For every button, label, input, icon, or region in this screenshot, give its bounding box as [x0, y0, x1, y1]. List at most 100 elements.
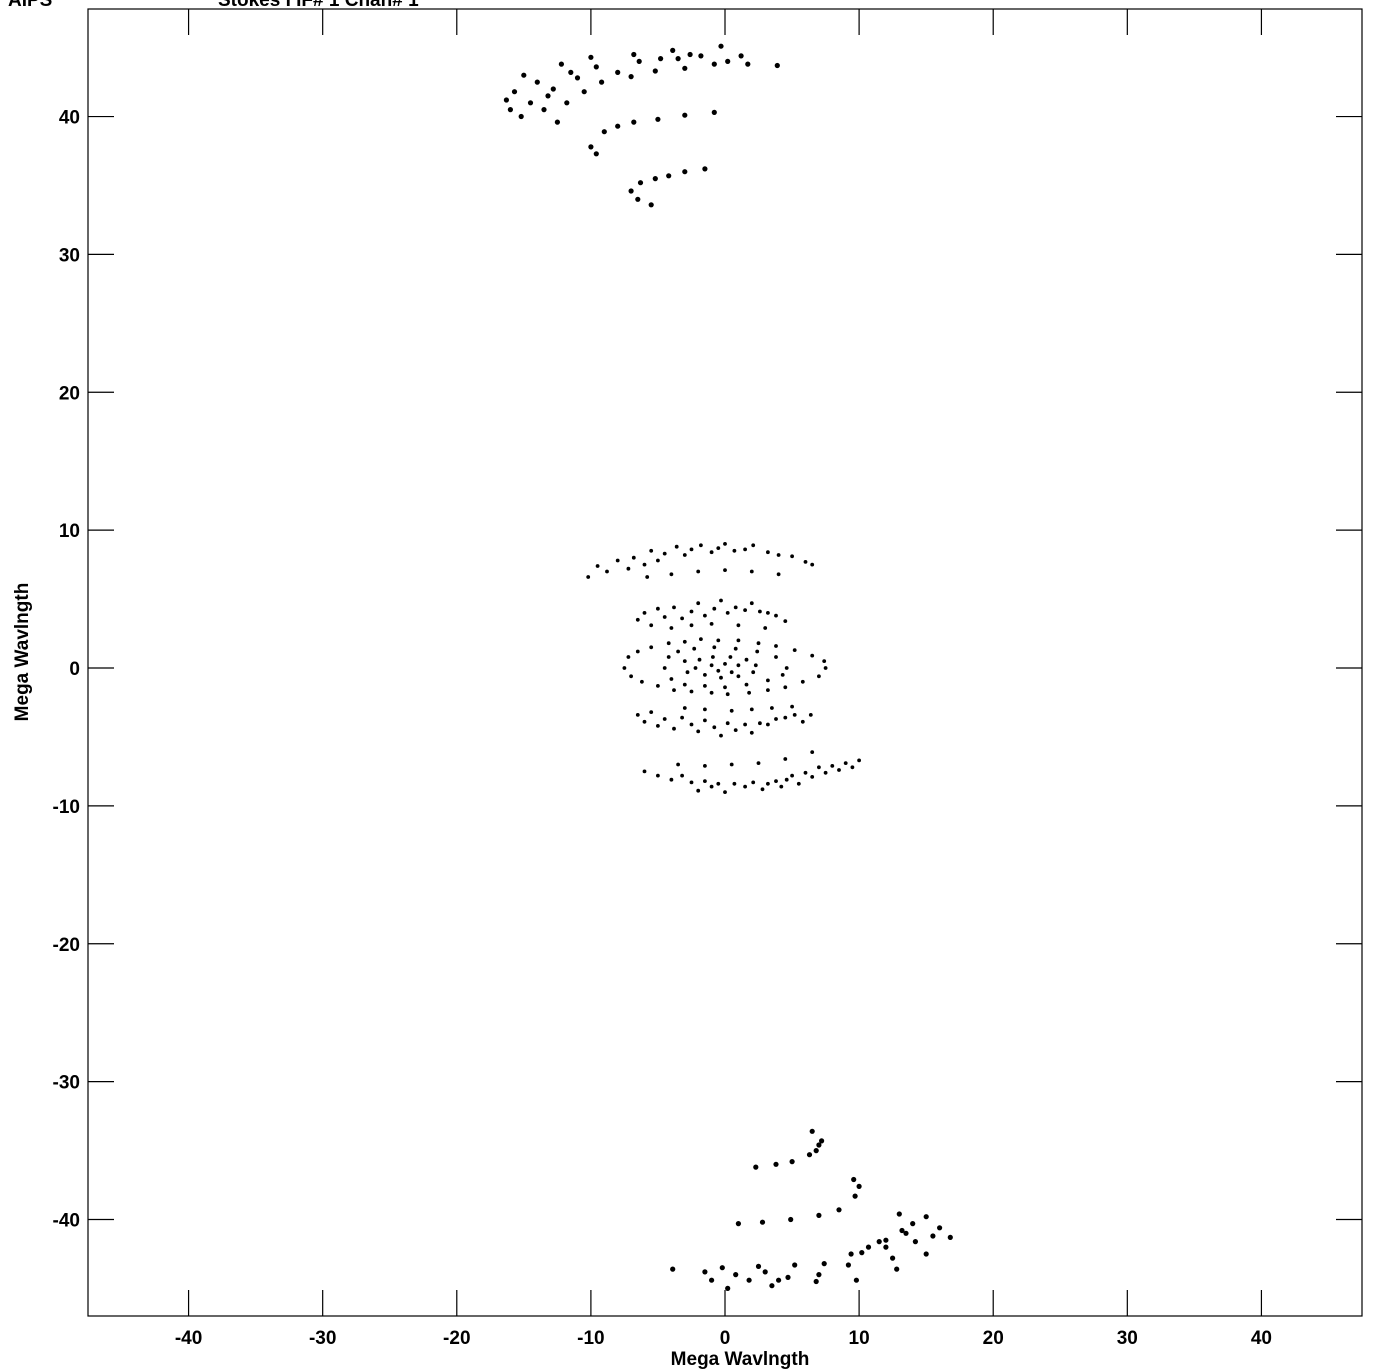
data-point-0-177	[703, 718, 707, 723]
data-point-0-156	[711, 655, 715, 659]
data-point-0-155	[703, 673, 707, 677]
data-point-0-13	[568, 69, 574, 75]
data-point-0-16	[588, 54, 594, 60]
data-point-0-281	[819, 1138, 825, 1144]
data-point-0-7	[541, 107, 547, 113]
data-point-0-53	[595, 564, 600, 568]
data-point-0-8	[545, 93, 551, 99]
data-point-0-149	[780, 673, 785, 677]
data-point-0-46	[637, 180, 644, 186]
data-point-0-178	[712, 725, 717, 730]
data-point-0-223	[843, 761, 848, 765]
data-point-0-119	[699, 637, 703, 641]
data-point-0-250	[853, 1277, 860, 1283]
data-point-0-257	[896, 1211, 902, 1217]
data-point-0-106	[736, 623, 741, 628]
data-point-0-220	[823, 770, 828, 775]
data-point-0-247	[821, 1261, 827, 1267]
data-point-0-24	[658, 56, 664, 62]
data-point-0-278	[789, 1159, 795, 1165]
data-point-0-274	[856, 1183, 862, 1189]
data-point-0-43	[711, 109, 717, 115]
data-point-0-40	[631, 119, 637, 125]
data-point-0-265	[910, 1221, 916, 1227]
data-point-0-276	[753, 1164, 759, 1170]
data-point-0-268	[735, 1221, 742, 1227]
data-point-0-105	[709, 622, 714, 626]
data-point-0-161	[751, 670, 756, 675]
data-point-0-211	[766, 781, 770, 786]
data-point-0-201	[689, 780, 694, 785]
data-point-0-139	[682, 682, 687, 687]
data-point-0-212	[774, 779, 778, 783]
data-point-0-280	[813, 1148, 819, 1154]
data-point-0-138	[676, 649, 680, 654]
data-point-0-96	[733, 605, 738, 610]
data-point-0-160	[744, 657, 749, 662]
data-point-0-3	[518, 113, 524, 120]
data-point-0-132	[817, 674, 821, 679]
data-point-0-123	[736, 638, 741, 643]
x-axis-title: Mega Wavlngth	[671, 1349, 810, 1370]
data-point-0-50	[682, 169, 688, 175]
data-point-0-231	[676, 762, 680, 767]
data-point-0-197	[642, 769, 647, 774]
data-point-0-14	[574, 75, 581, 81]
data-point-0-4	[521, 72, 527, 78]
data-point-0-249	[848, 1251, 854, 1257]
data-point-0-180	[725, 721, 730, 726]
data-point-0-135	[662, 666, 667, 670]
data-point-0-31	[718, 43, 724, 49]
data-point-0-45	[635, 196, 641, 202]
data-point-0-167	[716, 668, 721, 673]
data-point-0-154	[697, 657, 702, 662]
data-point-0-18	[599, 79, 605, 85]
data-point-0-144	[733, 646, 738, 651]
data-point-0-72	[766, 550, 770, 555]
data-point-0-93	[712, 606, 717, 611]
data-point-0-224	[850, 765, 855, 770]
data-point-0-186	[774, 717, 778, 721]
data-point-0-90	[689, 609, 694, 614]
data-point-0-193	[729, 708, 734, 713]
data-point-0-88	[672, 605, 676, 610]
data-point-0-271	[816, 1212, 822, 1218]
data-point-0-9	[550, 86, 556, 92]
data-point-0-254	[883, 1237, 889, 1243]
data-point-0-48	[652, 176, 658, 182]
data-point-0-264	[923, 1214, 929, 1220]
data-point-0-225	[857, 758, 861, 763]
data-point-0-279	[806, 1152, 813, 1158]
data-point-0-6	[534, 79, 540, 85]
data-point-0-226	[810, 750, 815, 754]
data-point-0-128	[783, 685, 788, 690]
data-point-0-103	[669, 626, 674, 630]
data-point-0-41	[655, 116, 661, 122]
data-point-0-44	[628, 188, 634, 194]
data-point-0-76	[810, 562, 815, 567]
data-point-0-158	[728, 655, 733, 659]
data-point-0-147	[766, 678, 770, 683]
data-point-0-58	[642, 562, 647, 567]
data-point-0-117	[682, 639, 687, 644]
data-point-0-148	[774, 655, 778, 659]
y-axis-title: Mega Wavlngth	[12, 583, 33, 722]
data-point-0-126	[766, 688, 770, 692]
data-point-0-30	[711, 61, 717, 67]
data-point-0-57	[631, 555, 636, 560]
header-program-label: AIPS	[8, 0, 52, 11]
data-point-0-259	[912, 1239, 919, 1245]
data-point-0-198	[656, 773, 660, 778]
x-tick-label-2: -20	[443, 1328, 470, 1349]
data-point-0-80	[723, 568, 727, 572]
data-point-0-102	[783, 619, 788, 623]
data-point-0-37	[593, 151, 599, 157]
y-tick-label-3: 10	[59, 521, 80, 542]
data-point-0-232	[670, 1266, 676, 1272]
data-point-0-166	[729, 670, 734, 675]
data-point-0-189	[800, 719, 805, 724]
data-point-0-54	[605, 569, 609, 574]
data-point-0-146	[755, 649, 760, 654]
data-point-0-74	[790, 554, 794, 559]
